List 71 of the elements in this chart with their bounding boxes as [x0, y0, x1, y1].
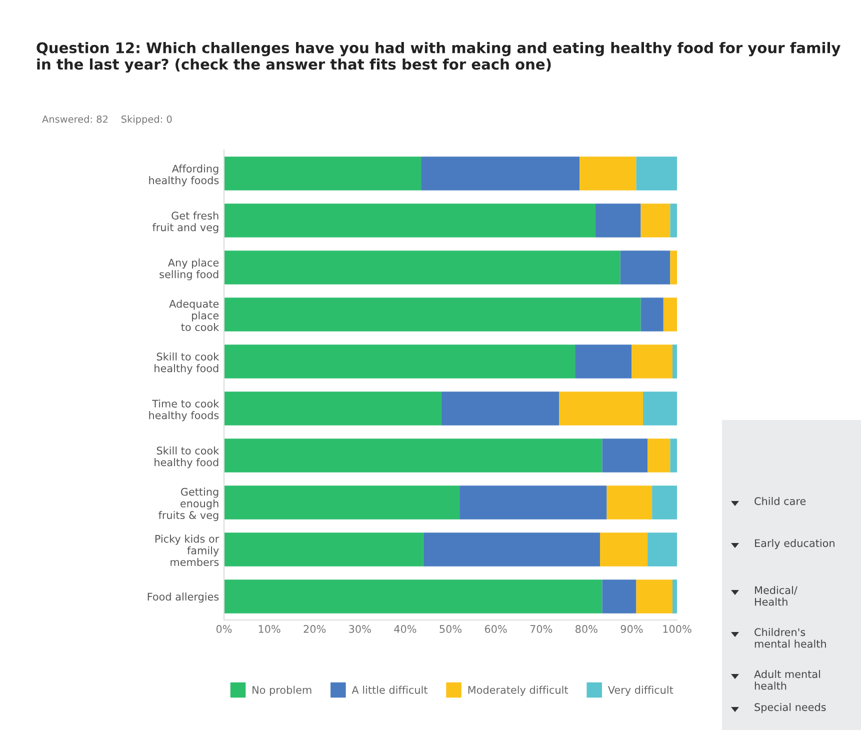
bar — [224, 580, 602, 614]
bar — [600, 532, 648, 566]
bar — [672, 580, 677, 614]
bar — [620, 250, 670, 284]
bar — [652, 486, 677, 520]
y-tick-label: Getting enough fruits & veg — [158, 488, 218, 522]
y-tick-label: Adequate place to cook — [169, 300, 220, 332]
text: Early education — [755, 539, 834, 550]
bar — [580, 156, 636, 190]
x-tick-label: 70% — [530, 625, 552, 633]
legend-label: A little difficult — [352, 686, 428, 694]
bar — [663, 298, 677, 332]
legend-label: Moderately difficult — [468, 686, 568, 696]
bar — [640, 298, 664, 332]
chart-title: Question 12: Which challenges have you had with making and eating healthy food for your family in the last year? (check the answer that fits best for each one) — [36, 42, 840, 73]
x-tick-label: 100% — [663, 625, 692, 633]
bar — [224, 250, 620, 284]
bar — [636, 580, 672, 614]
legend-label: Very difficult — [608, 686, 674, 696]
bar — [648, 438, 670, 472]
text: Child care — [754, 497, 806, 506]
bar — [224, 392, 442, 426]
bar — [421, 156, 580, 190]
x-tick-label: 40% — [394, 625, 416, 633]
x-tick-label: 20% — [304, 625, 326, 633]
bar — [648, 532, 677, 566]
bar — [636, 156, 677, 190]
y-tick-label: Any place selling food — [160, 258, 219, 280]
x-tick-label: 50% — [440, 625, 462, 633]
bar — [640, 204, 670, 238]
bar — [643, 392, 677, 426]
x-tick-label: 90% — [620, 625, 643, 633]
bar — [670, 250, 677, 284]
x-tick-label: 80% — [576, 625, 598, 633]
x-tick-label: 10% — [258, 625, 280, 633]
bar — [224, 486, 460, 520]
bar — [559, 392, 644, 426]
y-tick-label: Skill to cook healthy food — [154, 352, 220, 374]
bar — [672, 344, 677, 378]
bar — [460, 486, 607, 520]
bar — [632, 344, 672, 378]
bar — [224, 204, 596, 238]
bar — [224, 156, 422, 190]
text: Special needs — [754, 703, 826, 714]
bar — [224, 438, 602, 472]
x-tick-label: 30% — [349, 625, 371, 633]
bar — [602, 580, 636, 614]
bar — [423, 532, 600, 566]
legend-label: No problem — [252, 686, 312, 696]
text: Adult mental health — [754, 670, 820, 690]
bar — [224, 532, 424, 566]
text: Answered: 82 Skipped: 0 — [42, 115, 172, 125]
y-tick-label: Skill to cook healthy food — [154, 446, 220, 468]
bar — [575, 344, 632, 378]
bar — [670, 438, 677, 472]
bar — [606, 486, 652, 520]
y-tick-label: Affording healthy foods — [149, 164, 219, 186]
y-tick-label: Food allergies — [148, 592, 219, 603]
y-tick-label: Picky kids or family members — [155, 534, 220, 566]
x-tick-label: 0% — [216, 625, 232, 633]
text: Children's mental health — [754, 628, 826, 648]
bar — [595, 204, 641, 238]
y-tick-label: Get fresh fruit and veg — [152, 212, 218, 234]
y-tick-label: Time to cook healthy foods — [149, 400, 220, 422]
bar — [670, 204, 677, 238]
text: Medical/ Health — [755, 586, 798, 606]
bar — [602, 438, 648, 472]
bar — [441, 392, 560, 426]
bar — [224, 298, 641, 332]
bar — [224, 344, 576, 378]
x-tick-label: 60% — [484, 625, 507, 633]
